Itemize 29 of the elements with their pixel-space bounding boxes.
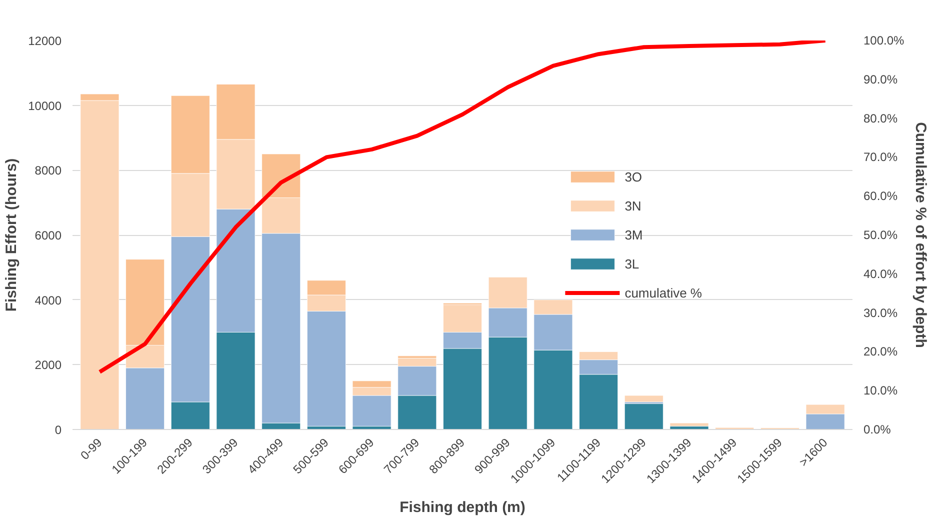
legend-label: cumulative % — [624, 285, 702, 300]
legend-label: 3N — [624, 198, 642, 213]
y2-tick-label: 20.0% — [864, 344, 898, 359]
y2-tick-label: 100.0% — [864, 34, 905, 48]
bar — [670, 422, 709, 426]
y2-tick-label: 0.0% — [864, 422, 892, 436]
x-axis-title: Fishing depth (m) — [400, 498, 526, 516]
y-tick-label: 8000 — [34, 164, 62, 178]
legend-label: 3O — [624, 169, 644, 184]
y-tick-label: 2000 — [34, 358, 62, 372]
y-tick-label: 12000 — [28, 34, 62, 48]
legend-label: 3L — [624, 256, 640, 271]
y-tick-label: 4000 — [34, 293, 62, 308]
y2-tick-label: 80.0% — [864, 111, 898, 126]
y-axis-title: Fishing Effort (hours) — [3, 158, 20, 312]
y2-tick-label: 60.0% — [864, 189, 898, 204]
y2-tick-label: 70.0% — [864, 150, 898, 164]
y-tick-label: 0 — [54, 423, 62, 437]
y2-axis-title: Cumulative % of effort by depth — [912, 122, 930, 348]
legend-label: 3M — [624, 227, 644, 242]
y2-tick-label: 40.0% — [864, 266, 898, 281]
y2-tick-label: 10.0% — [864, 384, 898, 398]
y2-tick-label: 90.0% — [864, 72, 898, 86]
y-tick-label: 6000 — [34, 228, 62, 242]
y2-tick-label: 50.0% — [864, 228, 898, 242]
y2-tick-label: 30.0% — [864, 306, 898, 320]
line-series — [98, 40, 828, 374]
x-tick-label: 0-99 — [78, 435, 105, 462]
y-tick-label: 10000 — [28, 98, 62, 113]
